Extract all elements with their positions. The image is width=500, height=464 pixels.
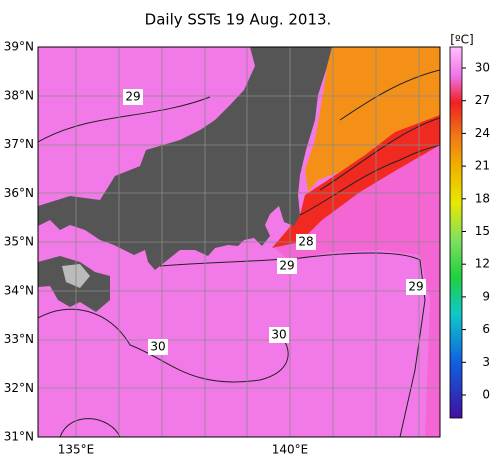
contour-line — [339, 69, 440, 121]
colorbar-tick-label: 6 — [482, 322, 490, 336]
latitude-label: 32°N — [4, 381, 34, 395]
contour-line — [299, 144, 440, 216]
contour-line — [38, 308, 289, 383]
contour-label: 29 — [408, 280, 423, 294]
colorbar-tick-label: 18 — [475, 191, 490, 205]
contour-line — [59, 418, 121, 437]
colorbar-tick-label: 12 — [475, 257, 490, 271]
contour-line — [38, 96, 211, 143]
graticule — [38, 47, 440, 437]
land-honshu — [38, 47, 332, 270]
red-band — [272, 112, 440, 248]
latitude-label: 36°N — [4, 186, 34, 200]
contour-label-box — [277, 258, 297, 274]
latitude-label: 35°N — [4, 235, 34, 249]
contour-label-box — [406, 279, 426, 295]
colorbar-unit: [ºC] — [450, 33, 473, 47]
contour-label: 28 — [298, 235, 313, 249]
colorbar-tick-label: 24 — [475, 126, 490, 140]
colorbar-tick-label: 0 — [482, 388, 490, 402]
map-frame — [37, 46, 441, 438]
contour-label-box — [123, 89, 143, 105]
contour-label: 29 — [279, 259, 294, 273]
contour-label: 30 — [150, 340, 165, 354]
colorbar-tick-label: 21 — [475, 159, 490, 173]
contour-label-box — [148, 339, 168, 355]
warm-sea — [275, 140, 440, 437]
latitude-label: 31°N — [4, 430, 34, 444]
title: Daily SSTs 19 Aug. 2013. — [145, 11, 332, 29]
longitude-label: 140°E — [272, 443, 309, 457]
contour-label-box — [269, 327, 289, 343]
colorbar-tick-label: 15 — [475, 224, 490, 238]
contour-label: 30 — [271, 328, 286, 342]
orange-area — [305, 47, 440, 192]
longitude-label: 135°E — [58, 443, 95, 457]
contour-line — [159, 252, 426, 437]
latitude-label: 39°N — [4, 40, 34, 54]
latitude-label: 34°N — [4, 283, 34, 297]
contour-label: 29 — [125, 90, 140, 104]
latitude-label: 33°N — [4, 332, 34, 346]
colorbar-tick-label: 9 — [482, 289, 490, 303]
colorbar — [449, 46, 463, 419]
colorbar-tick-label: 30 — [475, 61, 490, 75]
colorbar-tick-label: 3 — [482, 355, 490, 369]
colorbar-tick-label: 27 — [475, 93, 490, 107]
contour-label-box — [296, 234, 316, 250]
latitude-label: 38°N — [4, 88, 34, 102]
latitude-label: 37°N — [4, 137, 34, 151]
